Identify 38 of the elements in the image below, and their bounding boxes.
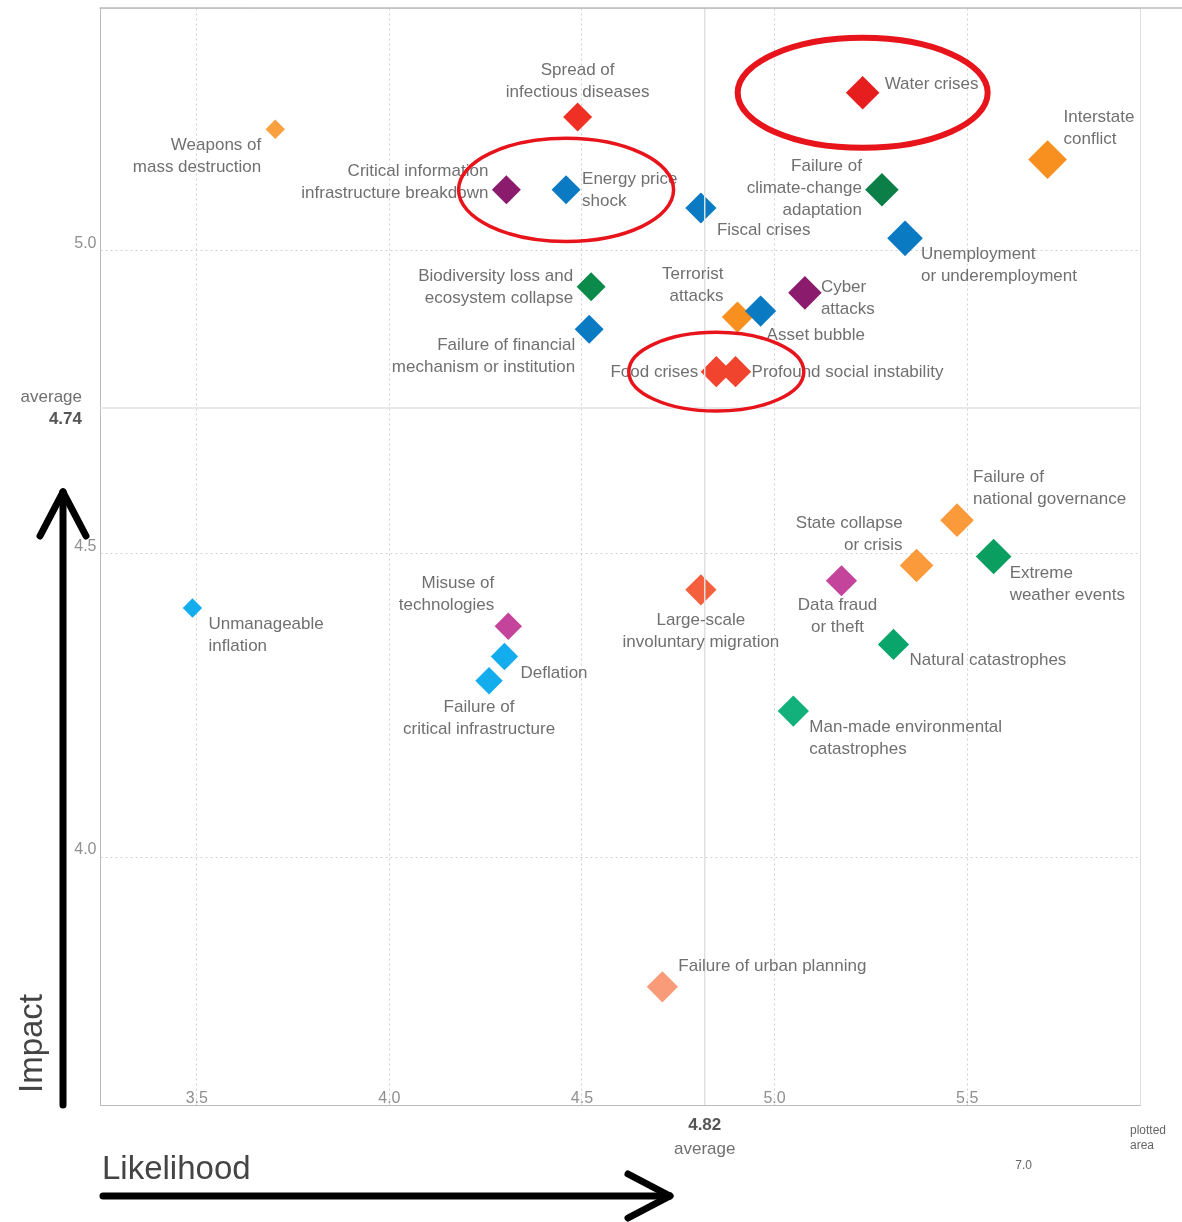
series-label: Interstate conflict (1063, 106, 1135, 148)
series-label: Extreme weather events (1008, 562, 1125, 604)
series-label: Terrorist attacks (662, 264, 724, 306)
series-label: Misuse of technologies (398, 573, 495, 615)
series-label: Cyber attacks (820, 276, 875, 318)
text: plotted area (1130, 1123, 1167, 1152)
series-label: Unmanageable inflation (208, 614, 324, 656)
y-tick-label: 4.5 (74, 536, 97, 554)
series-label: Water crises (884, 73, 979, 93)
series-label: Failure of climate-change adaptation (746, 155, 863, 219)
x-tick-label: 5.5 (956, 1088, 979, 1106)
ref-line-label: average 4.74 (20, 387, 83, 429)
series-label: Weapons of mass destruction (132, 135, 262, 177)
series-label: Large-scale involuntary migration (622, 609, 780, 651)
series-label: Natural catastrophes (909, 650, 1067, 670)
series-label: Data fraud or theft (797, 594, 878, 636)
text: 7.0 (1015, 1158, 1033, 1172)
series-label: Failure of financial mechanism or institution (391, 335, 576, 377)
series-label: Spread of infectious diseases (505, 60, 650, 102)
y-tick-label: 4.0 (74, 840, 97, 858)
series-label: State collapse or crisis (795, 512, 903, 554)
series-label: Failure of national governance (973, 467, 1127, 509)
x-tick-label: 3.5 (185, 1088, 209, 1106)
series-label: Unemployment or underemployment (921, 244, 1078, 286)
series-label: Biodiversity loss and ecosystem collapse (418, 265, 574, 307)
x-tick-label: 4.5 (570, 1088, 594, 1106)
series-label: Failure of critical infrastructure (402, 696, 556, 738)
series-label: Fiscal crises (716, 220, 811, 240)
y-tick-label: 5.0 (74, 233, 97, 251)
series-label: Deflation (520, 662, 588, 682)
y-axis-title: Impact (12, 993, 49, 1093)
series-label: Asset bubble (766, 325, 865, 345)
series-label: Failure of urban planning (678, 955, 867, 975)
x-tick-label: 5.0 (763, 1088, 786, 1106)
x-tick-label: 4.0 (378, 1088, 401, 1106)
ref-line-label: 4.82 average (674, 1115, 736, 1158)
x-axis-title: Likelihood (102, 1149, 251, 1186)
series-label: Man-made environmental catastrophes (809, 717, 1003, 759)
